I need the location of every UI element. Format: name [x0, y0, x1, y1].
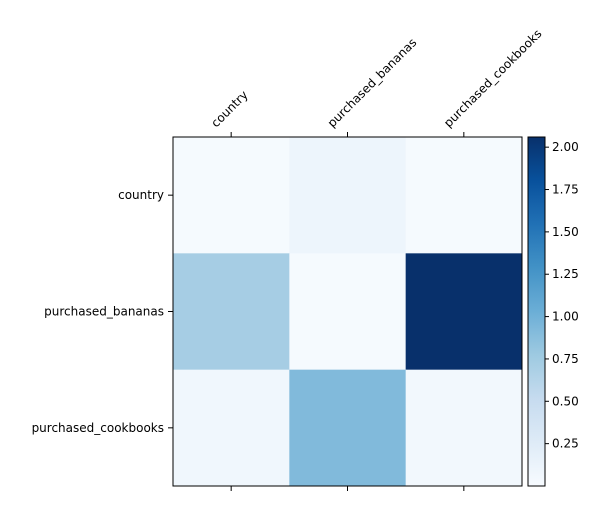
y-tick-label-1: purchased_bananas [44, 305, 164, 319]
colorbar-tick-label-6: 1.75 [552, 183, 579, 197]
heatmap-cells [173, 137, 523, 487]
colorbar-tick-label-5: 1.50 [552, 225, 579, 239]
heatmap-cell-1-2 [405, 253, 523, 371]
colorbar-tick-label-1: 0.50 [552, 394, 579, 408]
y-axis-ticks: country purchased_bananas purchased_cookbo… [32, 188, 173, 435]
colorbar-tick-label-3: 1.00 [552, 310, 579, 324]
heatmap-cell-2-2 [405, 369, 523, 487]
heatmap-cell-2-0 [173, 369, 290, 487]
colorbar-tick-label-0: 0.25 [552, 437, 579, 451]
x-tick-label-1: purchased_bananas [325, 35, 420, 130]
heatmap-cell-0-2 [405, 137, 523, 254]
heatmap-cell-0-1 [289, 137, 407, 254]
x-tick-label-0: country [208, 88, 250, 130]
heatmap-cell-2-1 [289, 369, 407, 487]
x-tick-label-2: purchased_cookbooks [441, 27, 545, 131]
heatmap-cell-0-0 [173, 137, 290, 254]
colorbar-tick-label-2: 0.75 [552, 352, 579, 366]
y-tick-label-0: country [118, 188, 164, 202]
colorbar-tick-label-7: 2.00 [552, 140, 579, 154]
heatmap-cell-1-0 [173, 253, 290, 371]
colorbar-tick-label-4: 1.25 [552, 267, 579, 281]
y-tick-label-2: purchased_cookbooks [32, 421, 164, 435]
colorbar-gradient [528, 137, 545, 486]
heatmap-cell-1-1 [289, 253, 407, 371]
colorbar-ticks: 0.25 0.50 0.75 1.00 1.25 1.50 1.75 2.00 [545, 140, 579, 451]
colorbar: 0.25 0.50 0.75 1.00 1.25 1.50 1.75 2.00 [527, 136, 579, 487]
colorbar-frame [527, 136, 546, 487]
